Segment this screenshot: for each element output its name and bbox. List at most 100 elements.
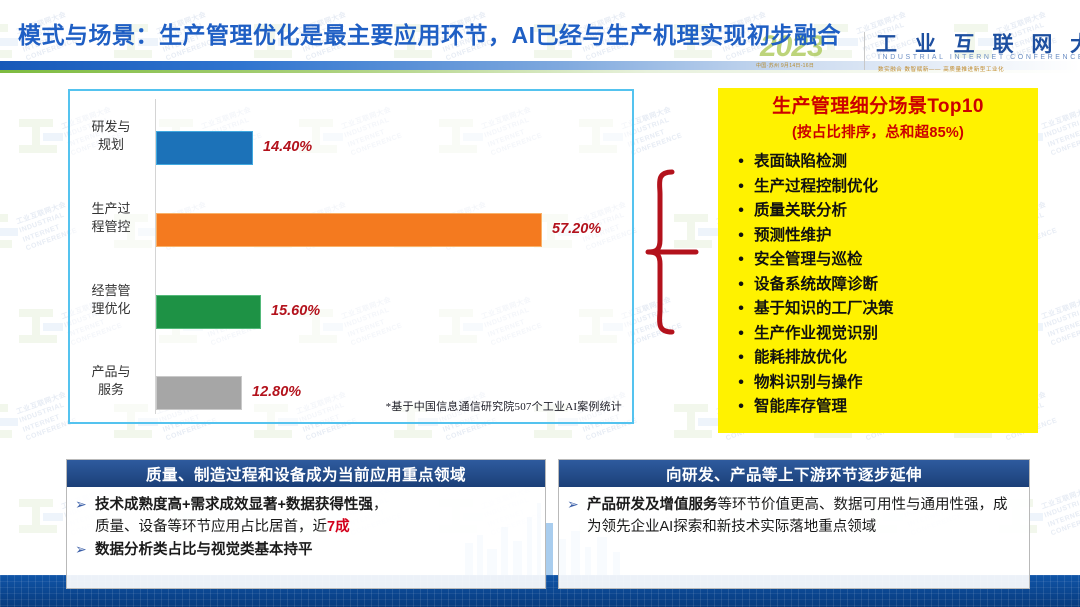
right-item-strong: 产品研发及增值服务 [587, 497, 718, 513]
top10-item-label: 物料识别与操作 [754, 373, 863, 391]
item1-tail: ， [372, 497, 388, 513]
chart-value-label: 57.20% [552, 221, 602, 237]
arrow-icon: ➢ [75, 496, 87, 512]
chart-bar [156, 376, 242, 410]
item2-strong: 数据分析类占比与视觉类基本持平 [95, 542, 313, 559]
logo-separator [864, 32, 865, 70]
top10-list-item: • 预测性维护 [728, 223, 1028, 248]
bar-chart-card: *基于中国信息通信研究院507个工业AI案例统计 研发与规划 14.40% 生产过程… [68, 89, 634, 424]
watermark-logo-icon [0, 214, 18, 248]
bullet-icon: • [738, 202, 744, 220]
chart-axis [155, 99, 156, 414]
bullet-icon: • [738, 153, 744, 171]
top10-list-item: • 表面缺陷检测 [728, 150, 1028, 175]
top10-item-label: 能耗排放优化 [754, 349, 848, 367]
bullet-icon: • [738, 251, 744, 269]
item1-strong: 技术成熟度高+需求成效显著+数据获得性强 [95, 497, 373, 513]
conference-logo: 2023 中国·苏州 9月14日-16日 工 业 互 联 网 大 会 INDUS… [752, 28, 1080, 78]
bottom-left-panel: 质量、制造过程和设备成为当前应用重点领域 ➢ 技术成熟度高+需求成效显著+数据获… [66, 459, 546, 589]
chart-value-label: 12.80% [252, 384, 302, 400]
top10-item-label: 基于知识的工厂决策 [754, 300, 894, 318]
chart-category-line: 服务 [97, 381, 124, 397]
top10-list: • 表面缺陷检测 • 生产过程控制优化 • 质量关联分析 • 预测性维护 • 安全管理与巡检 • 设备… [728, 150, 1028, 420]
top10-list-item: • 安全管理与巡检 [728, 248, 1028, 273]
bottom-right-panel: 向研发、产品等上下游环节逐步延伸 ➢ 产品研发及增值服务等环节价值更高、数据可用… [558, 459, 1030, 589]
chart-value-label: 14.40% [263, 139, 313, 155]
chart-value-label: 15.60% [271, 303, 321, 319]
bullet-icon: • [738, 373, 744, 391]
arrow-icon: ➢ [75, 541, 87, 558]
top10-subtitle: (按占比排序，总和超85%) [792, 124, 964, 141]
top10-item-label: 生产作业视觉识别 [754, 324, 879, 342]
top10-list-item: • 能耗排放优化 [728, 346, 1028, 371]
chart-category-label: 研发与 规划 [70, 118, 152, 153]
conference-slogan: 数实融合 数智赋新—— 高质量推进新型工业化 [878, 67, 1005, 73]
chart-bar [156, 295, 261, 329]
chart-footnote: *基于中国信息通信研究院507个工业AI案例统计 [385, 401, 622, 413]
list-item: ➢ 技术成熟度高+需求成效显著+数据获得性强， 质量、设备等环节应用占比居首，近… [75, 494, 535, 538]
title-divider-green [0, 70, 1080, 73]
top10-list-item: • 设备系统故障诊断 [728, 272, 1028, 297]
bullet-icon: • [738, 300, 744, 318]
top10-list-item: • 生产作业视觉识别 [728, 321, 1028, 346]
list-item: ➢ 产品研发及增值服务等环节价值更高、数据可用性与通用性强，成为领先企业AI探索… [567, 494, 1019, 538]
top10-item-label: 安全管理与巡检 [754, 251, 863, 269]
bullet-icon: • [738, 398, 744, 416]
top10-title: 生产管理细分场景Top10 [772, 96, 984, 117]
top10-item-label: 表面缺陷检测 [754, 153, 848, 171]
watermark-logo-icon [0, 404, 18, 438]
chart-category-line: 程管控 [91, 218, 131, 234]
bar-chart: *基于中国信息通信研究院507个工业AI案例统计 研发与规划 14.40% 生产过程… [70, 91, 632, 422]
top10-item-label: 智能库存管理 [754, 398, 848, 416]
watermark-logo-icon [19, 499, 63, 533]
top10-list-item: • 生产过程控制优化 [728, 174, 1028, 199]
bottom-left-item-1: 技术成熟度高+需求成效显著+数据获得性强， 质量、设备等环节应用占比居首，近7成 [95, 494, 387, 538]
bottom-right-item-1: 产品研发及增值服务等环节价值更高、数据可用性与通用性强，成为领先企业AI探索和新… [587, 494, 1019, 538]
item1-line2: 质量、设备等环节应用占比居首，近 [95, 519, 327, 536]
chart-category-label: 产品与 服务 [70, 363, 152, 398]
page-title: 模式与场景：生产管理优化是最主要应用环节，AI已经与生产机理实现初步融合 [18, 22, 841, 48]
top10-list-item: • 质量关联分析 [728, 199, 1028, 224]
top10-panel: 生产管理细分场景Top10 (按占比排序，总和超85%) • 表面缺陷检测 • 生产过… [718, 88, 1038, 433]
right-item-rest: 等环节价值更高、数据可用性与通用性强，成为领先企业AI探索和新技术实际落地重点领… [587, 497, 1008, 536]
chart-category-line: 产品与 [91, 364, 131, 379]
chart-category-line: 规划 [97, 136, 124, 152]
bottom-left-item-2: 数据分析类占比与视觉类基本持平 [95, 539, 313, 561]
chart-bar [156, 213, 542, 247]
arrow-icon: ➢ [567, 496, 579, 512]
bullet-icon: • [738, 226, 744, 244]
watermark-logo-icon [19, 309, 63, 343]
bullet-icon: • [738, 349, 744, 367]
curly-brace-icon [645, 169, 699, 335]
bottom-right-body: ➢ 产品研发及增值服务等环节价值更高、数据可用性与通用性强，成为领先企业AI探索… [559, 487, 1029, 538]
top10-list-item: • 物料识别与操作 [728, 370, 1028, 395]
bullet-icon: • [738, 275, 744, 293]
top10-item-label: 预测性维护 [754, 226, 832, 244]
chart-category-line: 研发与 [91, 119, 131, 134]
conference-date: 中国·苏州 9月14日-16日 [756, 63, 815, 69]
bottom-left-body: ➢ 技术成熟度高+需求成效显著+数据获得性强， 质量、设备等环节应用占比居首，近… [67, 487, 545, 561]
conference-name-cn: 工 业 互 联 网 大 会 [876, 33, 1080, 56]
top10-item-label: 设备系统故障诊断 [754, 275, 879, 293]
chart-category-label: 生产过 程管控 [70, 200, 152, 235]
bottom-right-heading: 向研发、产品等上下游环节逐步延伸 [559, 460, 1029, 487]
bullet-icon: • [738, 177, 744, 195]
watermark-logo-icon [19, 119, 63, 153]
bottom-left-heading: 质量、制造过程和设备成为当前应用重点领域 [67, 460, 545, 487]
chart-category-label: 经营管 理优化 [70, 282, 152, 317]
chart-category-line: 理优化 [91, 300, 131, 316]
top10-item-label: 质量关联分析 [754, 202, 848, 220]
title-divider-blue [0, 61, 1080, 70]
top10-list-item: • 基于知识的工厂决策 [728, 297, 1028, 322]
chart-category-line: 生产过 [91, 201, 131, 216]
chart-bar [156, 131, 253, 165]
conference-name-en: INDUSTRIAL INTERNET CONFERENCE [878, 54, 1080, 61]
item1-red: 7成 [327, 519, 350, 536]
top10-item-label: 生产过程控制优化 [754, 177, 879, 195]
conference-year: 2023 [760, 30, 824, 63]
list-item: ➢ 数据分析类占比与视觉类基本持平 [75, 539, 535, 561]
chart-category-line: 经营管 [91, 283, 131, 298]
